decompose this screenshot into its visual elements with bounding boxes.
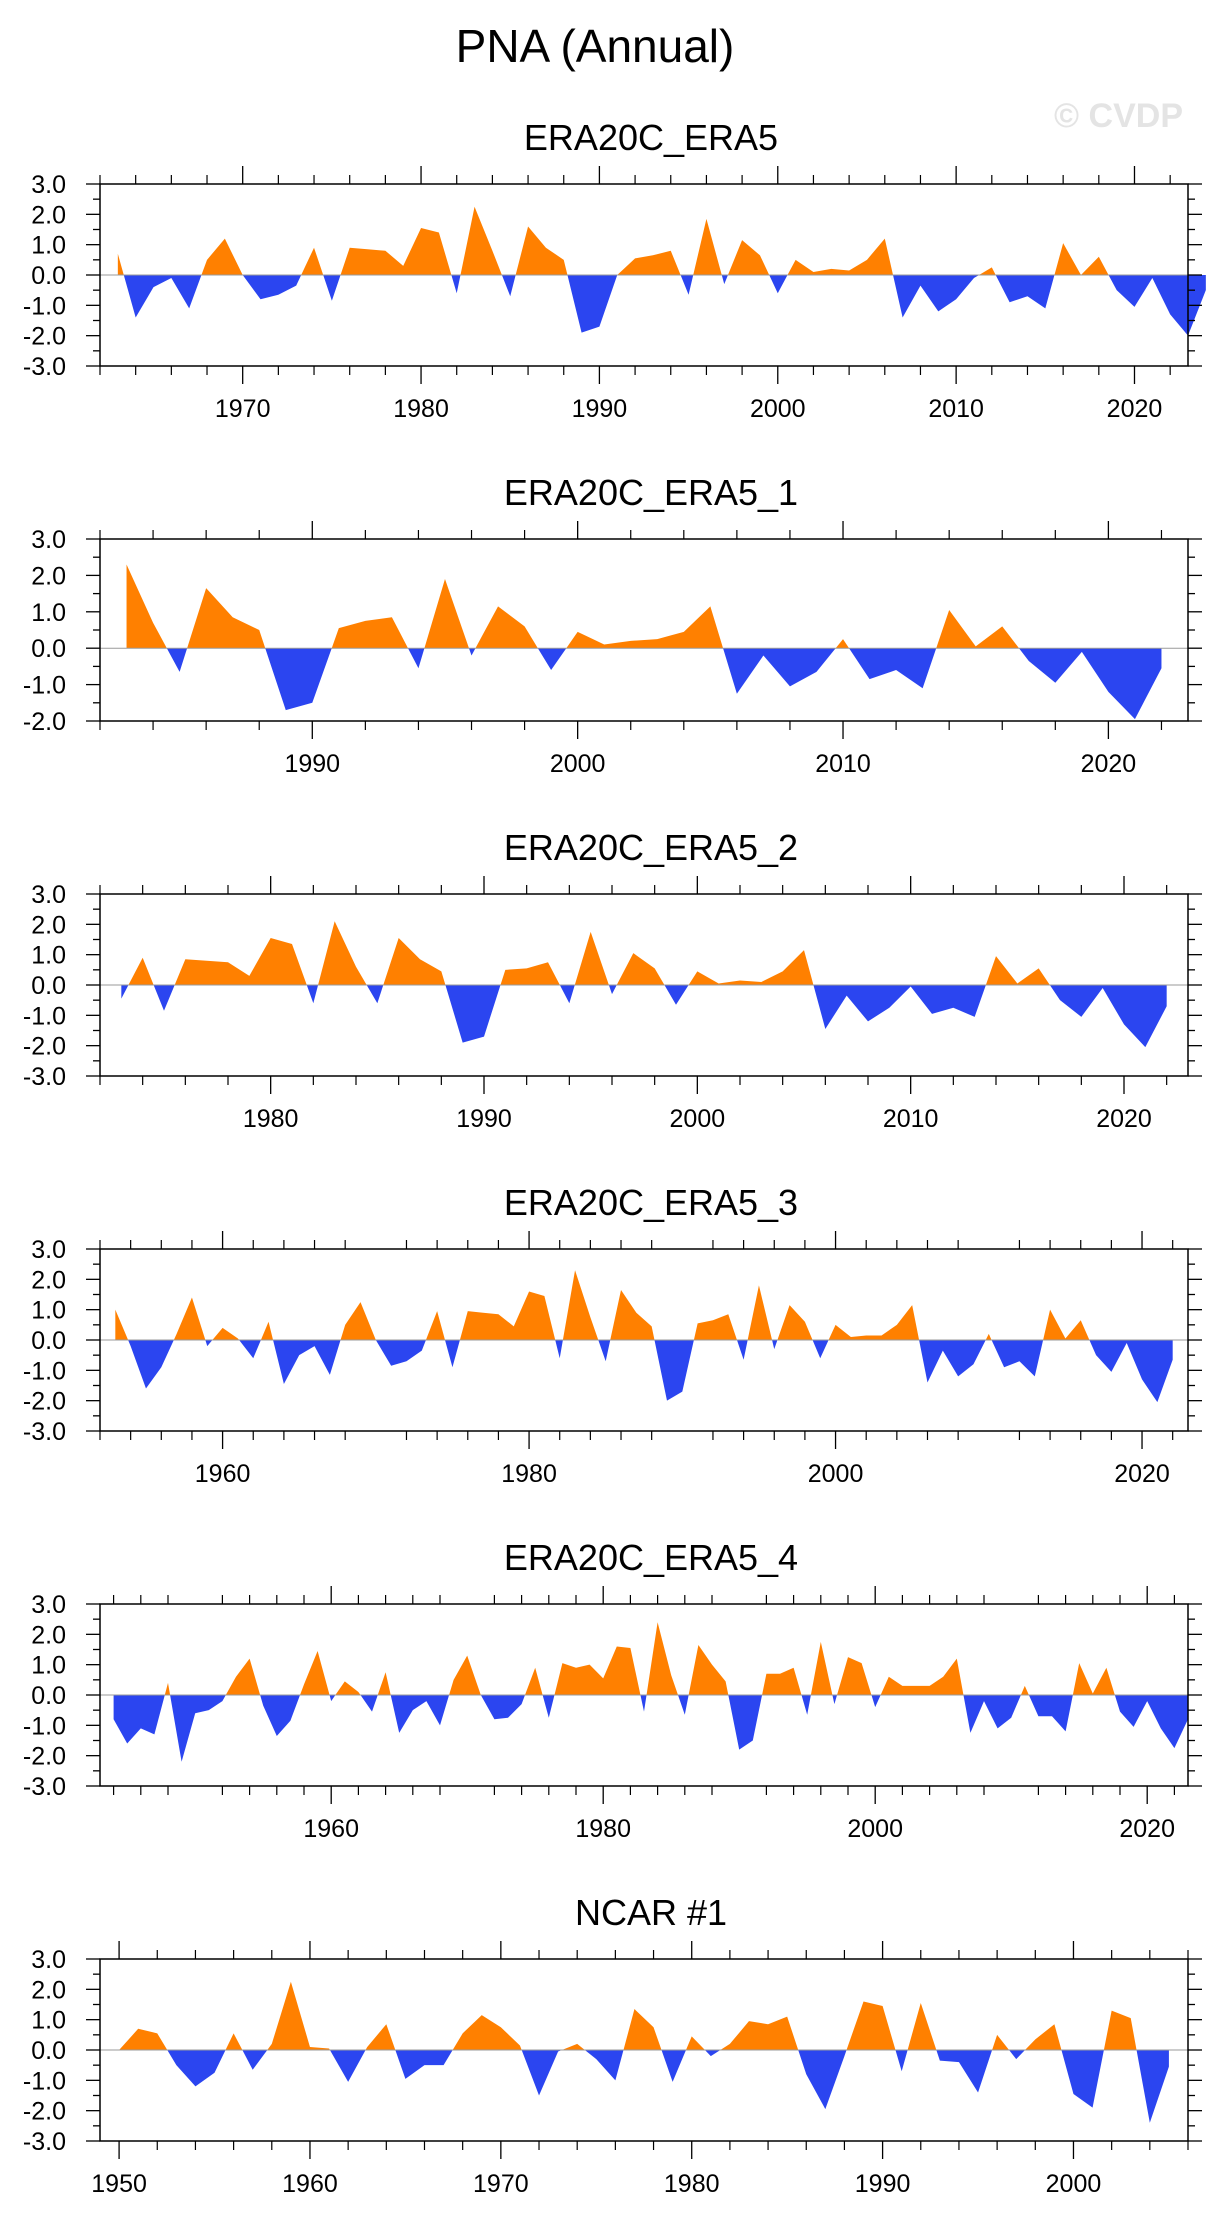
y-tick-label: 3.0	[31, 171, 66, 199]
chart-panel-era20c-era5-2: ERA20C_ERA5_2 3.02.0 1.00.0-1.0 -2.0-3.0 19…	[23, 827, 1202, 1133]
y-tick-label: 3.0	[31, 1236, 66, 1264]
negative-anomaly-area	[123, 275, 1206, 336]
figure-title: PNA (Annual)	[456, 20, 735, 72]
x-tick-label: 1960	[195, 1460, 251, 1488]
panel-title: ERA20C_ERA5_4	[504, 1537, 798, 1578]
y-tick-label: 1.0	[31, 1652, 66, 1680]
negative-anomaly-area	[166, 648, 1162, 720]
y-tick-label: 0.0	[31, 972, 66, 1000]
y-tick-label: 1.0	[31, 942, 66, 970]
positive-anomaly-area	[126, 564, 1020, 649]
x-tick-label: 1970	[215, 395, 271, 423]
chart-panel-era20c-era5-4: ERA20C_ERA5_4 3.02.0 1.00.0-1.0 -2.0-3.0 19…	[23, 1537, 1202, 1843]
positive-anomaly-area	[128, 921, 1050, 985]
x-tick-label: 2020	[1096, 1105, 1152, 1133]
x-tick-label: 2000	[670, 1105, 726, 1133]
y-tick-label: 3.0	[31, 526, 66, 554]
y-tick-label: 1.0	[31, 2007, 66, 2035]
y-tick-label: 3.0	[31, 1946, 66, 1974]
panel-title: ERA20C_ERA5	[524, 117, 778, 158]
y-tick-label: 0.0	[31, 1682, 66, 1710]
y-tick-label: -2.0	[23, 708, 66, 736]
negative-anomaly-area	[113, 1695, 1189, 1762]
y-tick-label: -1.0	[23, 1002, 66, 1030]
x-tick-label: 1980	[575, 1815, 631, 1843]
y-tick-label: 1.0	[31, 1297, 66, 1325]
x-tick-label: 1960	[303, 1815, 359, 1843]
chart-panel-ncar-1: NCAR #1 3.02.0 1.00.0-1.0 -2.0-3.0 1950 1960…	[23, 1892, 1202, 2198]
y-tick-label: 1.0	[31, 599, 66, 627]
plot-frame	[99, 538, 1189, 722]
x-tick-label: 1990	[855, 2170, 911, 2198]
y-tick-label: 2.0	[31, 1976, 66, 2004]
panel-title: NCAR #1	[575, 1892, 727, 1933]
y-tick-label: 0.0	[31, 262, 66, 290]
x-tick-label: 2020	[1107, 395, 1163, 423]
y-tick-label: -1.0	[23, 292, 66, 320]
y-tick-label: 2.0	[31, 201, 66, 229]
x-tick-label: 2000	[847, 1815, 903, 1843]
x-tick-label: 1990	[456, 1105, 512, 1133]
positive-anomaly-area	[117, 206, 1109, 275]
y-tick-label: 2.0	[31, 1266, 66, 1294]
y-tick-label: -2.0	[23, 323, 66, 351]
chart-panel-era20c-era5-3: ERA20C_ERA5_3 3.02.0 1.00.0-1.0 -2.0-3.0 19…	[23, 1182, 1202, 1488]
x-tick-label: 1980	[393, 395, 449, 423]
x-tick-label: 1970	[473, 2170, 529, 2198]
y-tick-label: -2.0	[23, 1388, 66, 1416]
panel-title: ERA20C_ERA5_3	[504, 1182, 798, 1223]
x-tick-label: 2010	[815, 750, 871, 778]
y-tick-label: 0.0	[31, 2037, 66, 2065]
x-tick-label: 1980	[664, 2170, 720, 2198]
panel-title: ERA20C_ERA5_1	[504, 472, 798, 513]
y-tick-label: 2.0	[31, 562, 66, 590]
x-tick-label: 2000	[808, 1460, 864, 1488]
y-tick-label: -2.0	[23, 1033, 66, 1061]
y-tick-label: -3.0	[23, 2128, 66, 2156]
cvdp-watermark: © CVDP	[1054, 97, 1183, 135]
y-tick-label: -3.0	[23, 1418, 66, 1446]
panel-title: ERA20C_ERA5_2	[504, 827, 798, 868]
y-tick-label: 1.0	[31, 232, 66, 260]
x-tick-label: 2010	[928, 395, 984, 423]
x-tick-label: 2020	[1119, 1815, 1175, 1843]
x-tick-label: 1990	[572, 395, 628, 423]
x-tick-label: 2020	[1081, 750, 1137, 778]
x-tick-label: 1990	[284, 750, 340, 778]
y-tick-label: 3.0	[31, 1591, 66, 1619]
negative-anomaly-area	[167, 2050, 1169, 2123]
negative-anomaly-area	[128, 1340, 1173, 1403]
y-tick-label: -1.0	[23, 1712, 66, 1740]
positive-anomaly-area	[115, 1270, 1090, 1340]
y-tick-label: -3.0	[23, 353, 66, 381]
y-tick-label: -1.0	[23, 2067, 66, 2095]
y-tick-label: -2.0	[23, 2098, 66, 2126]
y-tick-label: 2.0	[31, 1621, 66, 1649]
y-tick-label: 2.0	[31, 911, 66, 939]
y-tick-label: -1.0	[23, 672, 66, 700]
x-tick-label: 2000	[750, 395, 806, 423]
x-tick-label: 2000	[550, 750, 606, 778]
y-tick-label: -1.0	[23, 1357, 66, 1385]
chart-panel-era20c-era5-1: ERA20C_ERA5_1 3.0 2.0 1.0 0.0 -1.0 -2.0 1990 20…	[23, 472, 1202, 778]
y-tick-label: -3.0	[23, 1063, 66, 1091]
positive-anomaly-area	[164, 1622, 1115, 1695]
y-tick-label: 0.0	[31, 1327, 66, 1355]
y-tick-label: 0.0	[31, 635, 66, 663]
chart-panel-era20c-era5: ERA20C_ERA5 3.02.0 1.00.0-1.0 -2.0-3.0 1970…	[23, 117, 1206, 423]
positive-anomaly-area	[119, 1981, 1137, 2050]
x-tick-label: 1950	[91, 2170, 147, 2198]
x-tick-label: 1980	[501, 1460, 557, 1488]
x-tick-label: 2000	[1046, 2170, 1102, 2198]
y-tick-label: -3.0	[23, 1773, 66, 1801]
x-tick-label: 1980	[243, 1105, 299, 1133]
y-tick-label: -2.0	[23, 1743, 66, 1771]
negative-anomaly-area	[121, 985, 1167, 1048]
x-tick-label: 1960	[282, 2170, 338, 2198]
x-tick-label: 2020	[1114, 1460, 1170, 1488]
x-tick-label: 2010	[883, 1105, 939, 1133]
y-tick-label: 3.0	[31, 881, 66, 909]
